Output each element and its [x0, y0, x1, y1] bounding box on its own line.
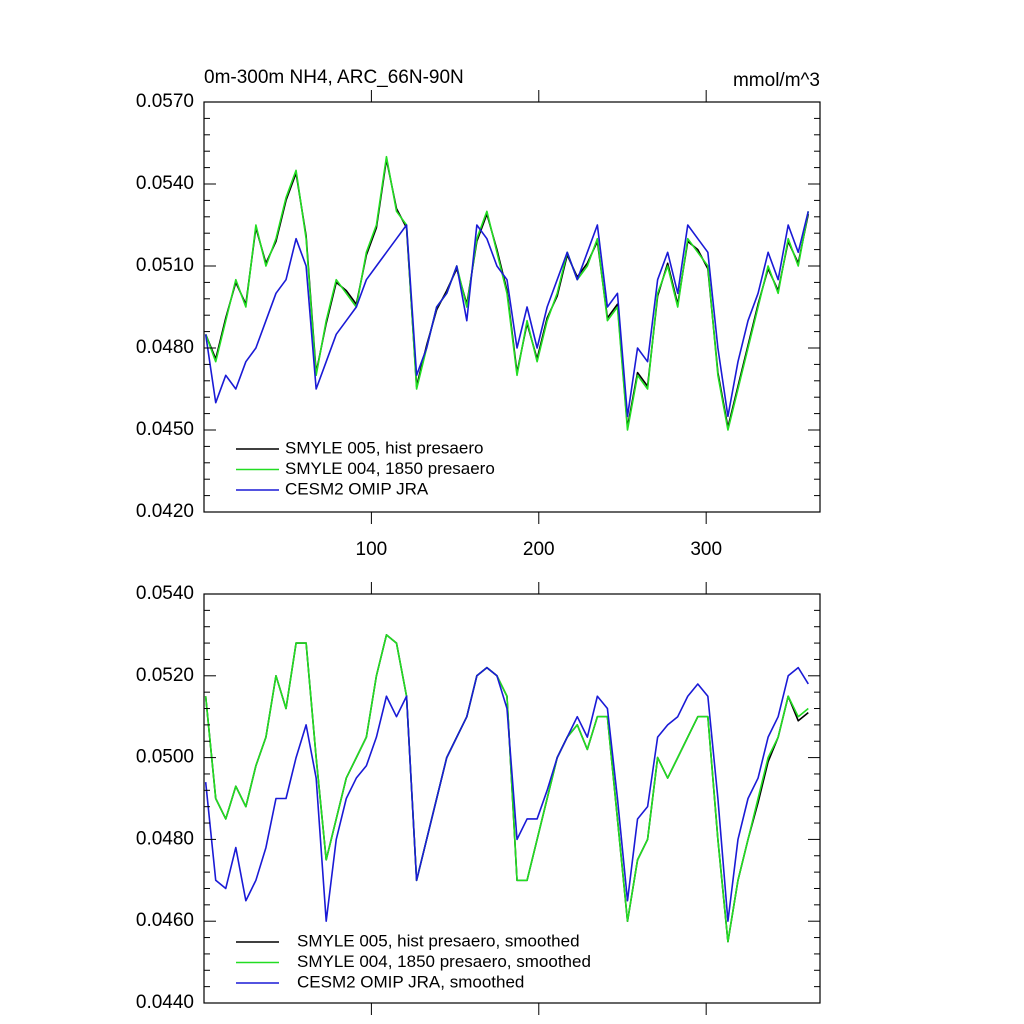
y-tick-label: 0.0570: [136, 91, 194, 112]
chart-title: 0m-300m NH4, ARC_66N-90N: [204, 67, 464, 88]
y-tick-label: 0.0440: [136, 992, 194, 1013]
units-label: mmol/m^3: [733, 70, 820, 91]
y-tick-label: 0.0520: [136, 665, 194, 686]
series-line: [204, 211, 810, 418]
plot-frame: [203, 593, 821, 1004]
y-tick-label: 0.0460: [136, 910, 194, 931]
legend-label: CESM2 OMIP JRA, smoothed: [297, 972, 524, 991]
y-tick-label: 0.0480: [136, 828, 194, 849]
legend-label: CESM2 OMIP JRA: [285, 479, 429, 498]
legend-label: SMYLE 004, 1850 presaero: [285, 459, 495, 478]
x-tick-label: 200: [523, 539, 555, 560]
legend-label: SMYLE 005, hist presaero: [285, 438, 483, 457]
x-tick-label: 100: [356, 539, 388, 560]
legend-label: SMYLE 005, hist presaero, smoothed: [297, 931, 580, 950]
series-line: [204, 666, 809, 922]
y-tick-label: 0.0480: [136, 337, 194, 358]
series-line: [204, 634, 809, 943]
series-line: [204, 155, 810, 431]
y-tick-label: 0.0510: [136, 255, 194, 276]
plot-frame: [203, 101, 821, 513]
y-tick-label: 0.0540: [136, 173, 194, 194]
legend-label: SMYLE 004, 1850 presaero, smoothed: [297, 952, 591, 971]
y-tick-label: 0.0450: [136, 419, 194, 440]
y-tick-label: 0.0540: [136, 583, 194, 604]
series-line: [204, 634, 809, 943]
y-tick-label: 0.0420: [136, 501, 194, 522]
x-tick-label: 300: [690, 539, 722, 560]
y-tick-label: 0.0500: [136, 747, 194, 768]
